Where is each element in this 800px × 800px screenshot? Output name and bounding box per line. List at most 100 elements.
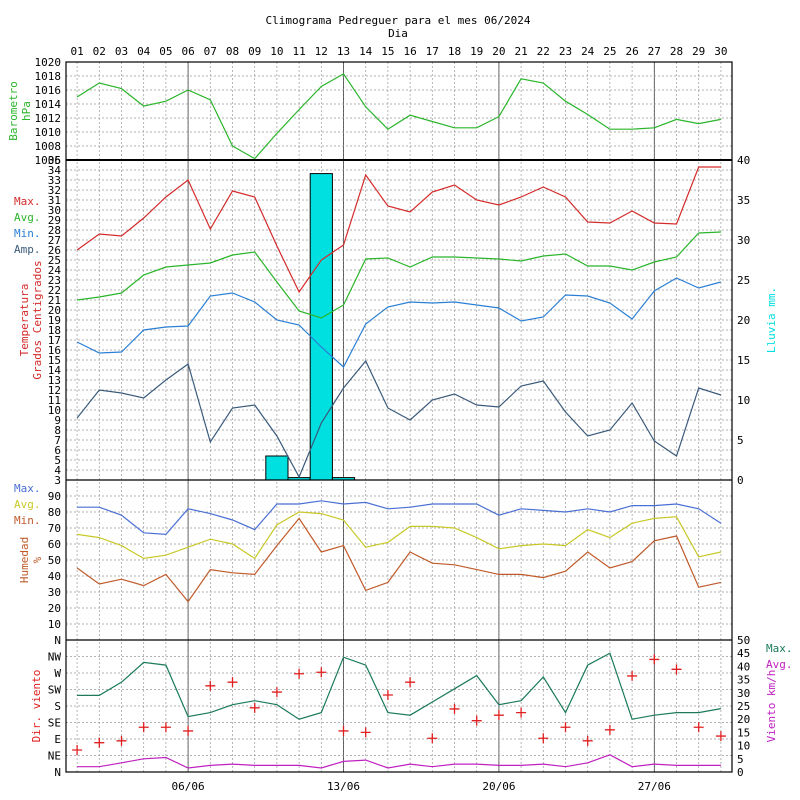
wind-direction-marker (227, 677, 238, 688)
wind-direction-marker (693, 722, 704, 733)
humidity-tick-label: 70 (48, 522, 61, 535)
humidity-line-min (76, 517, 722, 603)
wind-direction-marker (338, 725, 349, 736)
day-label: 05 (159, 45, 172, 58)
wind-speed-tick-label: 10 (737, 740, 750, 753)
wind-direction-marker (72, 745, 83, 755)
wind-legend-item: Max. (766, 642, 793, 655)
day-label: 10 (270, 45, 283, 58)
wind-direction-tick-label: N (54, 634, 61, 647)
wind-direction-marker (516, 707, 527, 718)
wind-direction-marker (649, 654, 660, 665)
temperature-tick-label: 33 (48, 174, 61, 187)
wind-speed-axis-label: Viento km/h (765, 670, 778, 743)
temperature-axis-label: Grados Centigrados (31, 260, 44, 379)
pressure-line (76, 73, 722, 160)
temperature-tick-label: 18 (48, 324, 61, 337)
day-label: 23 (559, 45, 572, 58)
pressure-tick-label: 1012 (35, 112, 62, 125)
humidity-tick-label: 10 (48, 618, 61, 631)
humidity-line-avg (77, 511, 722, 560)
day-label: 16 (403, 45, 416, 58)
day-label: 18 (448, 45, 461, 58)
wind-speed-line-avg (77, 754, 721, 769)
wind-direction-marker (271, 687, 282, 698)
pressure-tick-label: 1018 (35, 70, 62, 83)
pressure-tick-label: 1008 (35, 140, 62, 153)
temperature-tick-label: 7 (54, 434, 61, 447)
temperature-tick-label: 32 (48, 184, 61, 197)
day-label: 26 (625, 45, 638, 58)
wind-direction-marker (538, 733, 549, 744)
temperature-tick-label: 17 (48, 334, 61, 347)
pressure-axis-label: Barometro (7, 81, 20, 141)
temperature-tick-label: 13 (48, 374, 61, 387)
temperature-tick-label: 34 (48, 164, 62, 177)
wind-direction-marker (116, 735, 127, 746)
wind-direction-marker (582, 735, 593, 746)
rain-tick-label: 40 (737, 154, 750, 167)
temperature-tick-label: 22 (48, 284, 61, 297)
rain-tick-label: 30 (737, 234, 750, 247)
wind-direction-marker (160, 722, 171, 733)
humidity-tick-label: 50 (48, 554, 61, 567)
wind-speed-tick-label: 25 (737, 700, 750, 713)
wind-direction-tick-label: N (54, 766, 61, 779)
wind-direction-marker (316, 667, 327, 678)
day-label: 04 (137, 45, 151, 58)
wind-direction-marker (249, 702, 260, 713)
rain-bar (309, 173, 333, 481)
wind-direction-marker (715, 731, 726, 742)
temperature-line-min (76, 277, 722, 368)
temperature-tick-label: 30 (48, 204, 61, 217)
wind-direction-marker (405, 677, 416, 688)
x-axis-caption: Dia (388, 27, 408, 40)
humidity-tick-label: 80 (48, 506, 61, 519)
rain-tick-label: 35 (737, 194, 750, 207)
temperature-tick-label: 16 (48, 344, 61, 357)
temperature-tick-label: 3 (54, 474, 61, 487)
chart-frame (65, 61, 733, 773)
day-label: 08 (226, 45, 239, 58)
wind-speed-tick-label: 30 (737, 687, 750, 700)
day-label: 27 (648, 45, 661, 58)
wind-speed-tick-label: 45 (737, 647, 750, 660)
temperature-tick-label: 8 (54, 424, 61, 437)
wind-direction-marker (382, 690, 393, 700)
wind-direction-marker (138, 722, 149, 733)
temperature-legend-item: Min. (14, 227, 41, 240)
temperature-tick-label: 9 (54, 414, 61, 427)
day-label: 29 (692, 45, 705, 58)
wind-legend-item: Avg. (766, 658, 793, 671)
wind-direction-marker (671, 664, 682, 675)
wind-direction-tick-label: NE (48, 750, 61, 763)
temperature-tick-label: 26 (48, 244, 61, 257)
wind-direction-marker (360, 727, 371, 738)
pressure-axis-label: hPa (20, 101, 33, 121)
day-label: 24 (581, 45, 595, 58)
temperature-tick-label: 6 (54, 444, 61, 457)
wind-speed-line-max (77, 652, 722, 720)
chart-layer: 01 02 03 04 05 06 07 08 09 10 11 12 13 14 15 16 17 18 19 20… (7, 45, 793, 793)
temperature-legend-item: Amp. (14, 243, 41, 256)
temperature-tick-label: 27 (48, 234, 61, 247)
rain-tick-label: 15 (737, 354, 750, 367)
chart-title: Climograma Pedreguer para el mes 06/2024 (266, 14, 531, 27)
wind-speed-tick-label: 5 (737, 753, 744, 766)
temperature-tick-label: 19 (48, 314, 61, 327)
temperature-tick-label: 11 (48, 394, 61, 407)
day-label: 03 (115, 45, 128, 58)
temperature-tick-label: 15 (48, 354, 61, 367)
wind-direction-tick-label: S (54, 700, 61, 713)
temperature-tick-label: 25 (48, 254, 61, 267)
day-label: 09 (248, 45, 261, 58)
rain-bar (265, 455, 289, 481)
temperature-axis-label: Temperatura (18, 284, 31, 357)
day-label: 14 (359, 45, 373, 58)
humidity-legend-item: Avg. (14, 498, 41, 511)
temperature-line-max (76, 166, 721, 294)
temperature-legend-item: Avg. (14, 211, 41, 224)
wind-direction-tick-label: W (54, 667, 61, 680)
humidity-tick-label: 60 (48, 538, 61, 551)
